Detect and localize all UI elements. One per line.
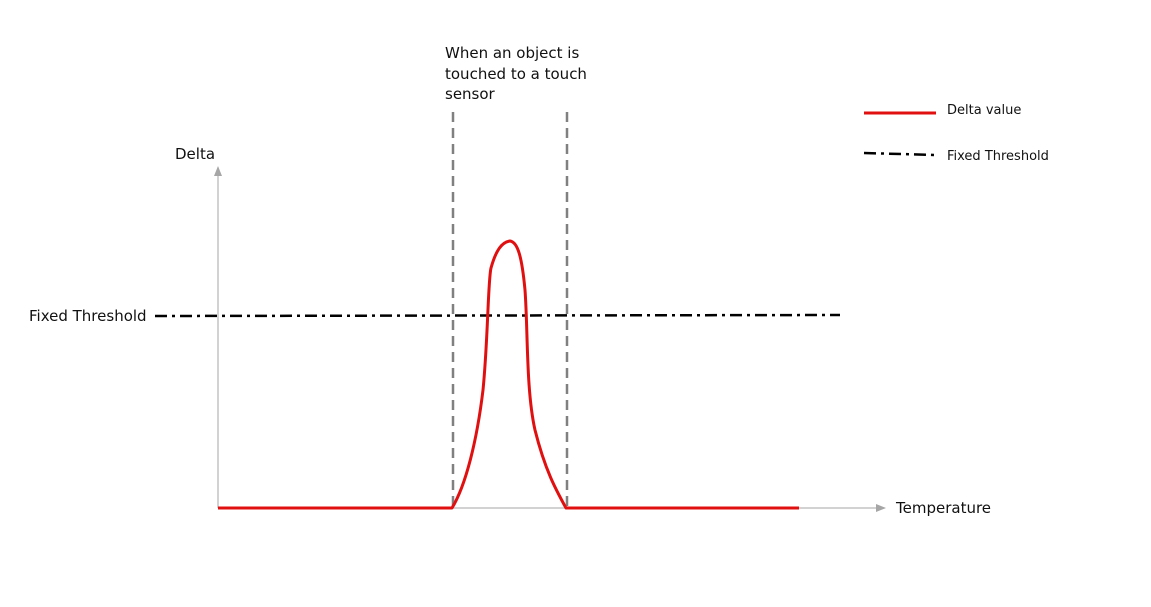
legend-threshold-swatch	[863, 151, 937, 157]
annotation-line-2: touched to a touch	[445, 65, 587, 83]
legend-threshold-label: Fixed Threshold	[947, 149, 1049, 164]
x-axis-label: Temperature	[895, 499, 991, 517]
fixed-threshold-label: Fixed Threshold	[29, 307, 147, 325]
annotation-line-3: sensor	[445, 85, 496, 103]
legend-delta-label: Delta value	[947, 103, 1021, 118]
annotation-line-1: When an object is	[445, 44, 579, 62]
legend: Delta value Fixed Threshold	[863, 103, 1049, 164]
fixed-threshold-line	[154, 313, 841, 318]
y-axis-label: Delta	[175, 145, 215, 163]
touch-annotation: When an object is touched to a touch sen…	[445, 44, 587, 103]
delta-value-curve	[218, 239, 799, 510]
